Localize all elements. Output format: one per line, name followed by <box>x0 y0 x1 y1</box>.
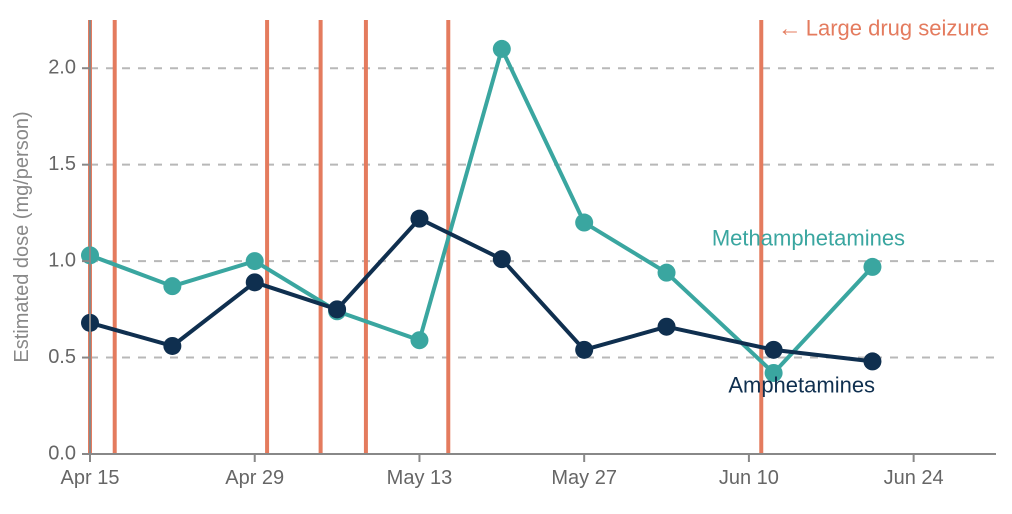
y-tick-label: 0.0 <box>48 442 76 464</box>
series-marker-methamphetamines <box>410 331 428 349</box>
y-tick-label: 1.5 <box>48 153 76 175</box>
series-marker-amphetamines <box>658 318 676 336</box>
seizure-legend: ←Large drug seizure <box>778 15 989 42</box>
y-axis-title: Estimated dose (mg/person) <box>11 111 33 362</box>
x-tick-label: Jun 10 <box>719 467 779 489</box>
y-tick-label: 1.0 <box>48 249 76 271</box>
series-marker-methamphetamines <box>493 40 511 58</box>
seizure-legend-label: Large drug seizure <box>806 15 989 40</box>
x-tick-label: Jun 24 <box>884 467 944 489</box>
series-marker-methamphetamines <box>658 264 676 282</box>
y-tick-label: 0.5 <box>48 346 76 368</box>
arrow-left-icon: ← <box>778 15 802 42</box>
y-tick-label: 2.0 <box>48 57 76 79</box>
series-marker-methamphetamines <box>246 252 264 270</box>
series-marker-amphetamines <box>328 300 346 318</box>
x-tick-label: Apr 29 <box>225 467 284 489</box>
series-marker-amphetamines <box>575 341 593 359</box>
series-marker-amphetamines <box>493 250 511 268</box>
chart-container: Methamphetamines Amphetamines 0.0 0.5 1.0 1.5… <box>0 0 1012 514</box>
line-chart: Methamphetamines Amphetamines 0.0 0.5 1.0 1.5… <box>0 0 1012 514</box>
series-marker-methamphetamines <box>163 277 181 295</box>
series-label-methamphetamines: Methamphetamines <box>712 226 905 251</box>
series-marker-amphetamines <box>163 337 181 355</box>
series-marker-amphetamines <box>410 210 428 228</box>
series-label-amphetamines: Amphetamines <box>728 372 875 397</box>
x-tick-label: May 13 <box>387 467 453 489</box>
series-marker-amphetamines <box>246 273 264 291</box>
series-marker-amphetamines <box>765 341 783 359</box>
series-marker-amphetamines <box>863 352 881 370</box>
series-marker-methamphetamines <box>575 214 593 232</box>
series-marker-methamphetamines <box>863 258 881 276</box>
x-tick-label: May 27 <box>551 467 617 489</box>
x-tick-label: Apr 15 <box>61 467 120 489</box>
